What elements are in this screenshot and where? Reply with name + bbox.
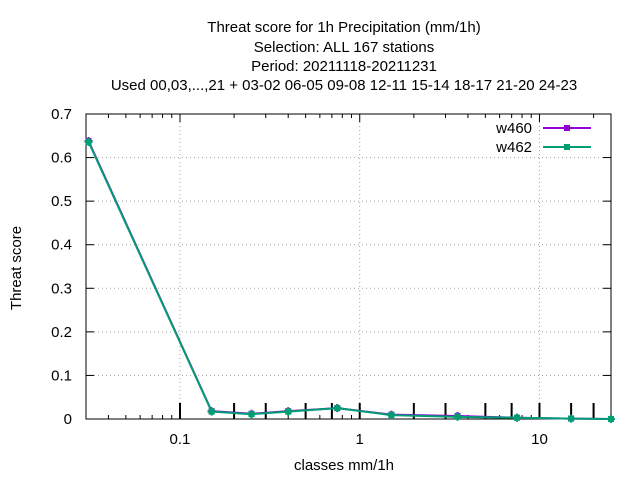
plot-border: [85, 113, 612, 420]
title-line-4: Used 00,03,...,21 + 03-02 06-05 09-08 12…: [111, 77, 577, 94]
axes: 0 0.1 0.2 0.3 0.4 0.5 0.6 0.7 0.1 1 10: [51, 106, 612, 448]
series-point-w462: [84, 137, 93, 146]
title-line-1: Threat score for 1h Precipitation (mm/1h…: [207, 19, 480, 36]
series: [84, 137, 615, 423]
series-point-w462: [207, 407, 216, 416]
y-tick-label: 0.3: [51, 280, 72, 297]
legend-label-w462: w462: [495, 139, 532, 156]
chart-title: Threat score for 1h Precipitation (mm/1h…: [111, 19, 577, 94]
series-point-w462: [453, 412, 462, 421]
x-tick-label: 10: [531, 431, 548, 448]
grid: [86, 114, 611, 419]
series-point-w462: [513, 413, 522, 422]
series-point-w462: [247, 410, 256, 419]
y-axis-label: Threat score: [8, 226, 25, 310]
series-point-w462: [567, 414, 576, 423]
x-tick-label: 0.1: [170, 431, 191, 448]
y-tick-label: 0: [64, 411, 72, 428]
series-line-w462: [87, 141, 612, 420]
x-tick-label: 1: [356, 431, 364, 448]
y-tick-label: 0.2: [51, 324, 72, 341]
legend: w460 w462: [495, 120, 591, 156]
y-tick-label: 0.6: [51, 150, 72, 167]
series-point-w462: [607, 415, 615, 423]
title-line-2: Selection: ALL 167 stations: [254, 39, 434, 56]
series-point-w462: [284, 407, 293, 416]
legend-label-w460: w460: [495, 120, 532, 137]
y-tick-label: 0.7: [51, 106, 72, 123]
y-tick-label: 0.1: [51, 367, 72, 384]
x-axis-label: classes mm/1h: [294, 457, 394, 474]
title-line-3: Period: 20211118-20211231: [251, 58, 437, 75]
legend-marker-w460: [564, 125, 570, 131]
legend-marker-w462: [564, 144, 570, 150]
series-point-w462: [333, 404, 342, 413]
y-tick-label: 0.5: [51, 193, 72, 210]
y-tick-label: 0.4: [51, 237, 72, 254]
series-line-w460: [87, 140, 612, 420]
series-point-w462: [387, 411, 396, 420]
